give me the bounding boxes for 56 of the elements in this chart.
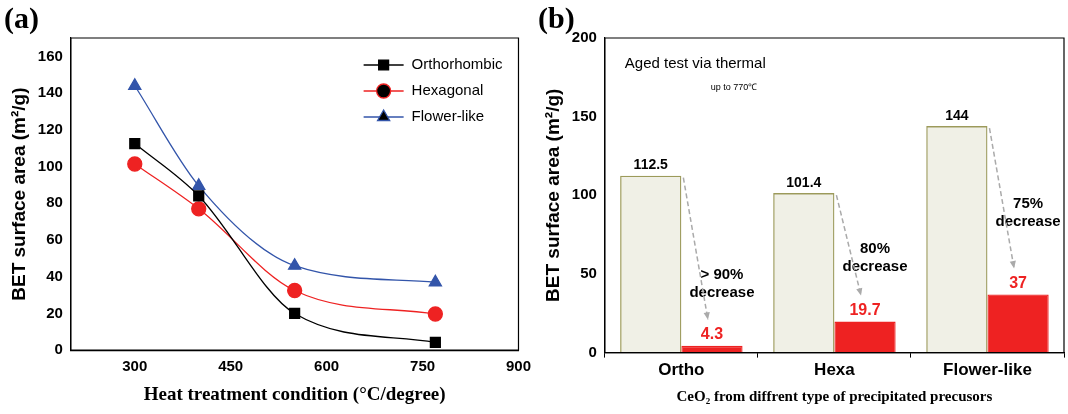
legend-label: Hexagonal [411,81,484,99]
y-tick-label: 100 [37,156,63,174]
data-label: 112.5 [633,156,669,173]
x-tick-label: Ortho [658,360,705,380]
bar [926,126,988,353]
point [428,274,443,287]
y-axis-title: BET surface area (m²/g) [541,88,563,302]
y-tick-label: 20 [46,303,63,321]
y-axis-title: BET surface area (m²/g) [7,87,29,301]
y-tick-label: 160 [37,46,63,64]
chart-title: (a) [4,0,39,35]
annotation: up to 770℃ [710,82,758,92]
bar [773,193,835,353]
x-tick-label: Flower-like [943,360,1032,380]
annotation: Aged test via thermal [624,54,766,71]
y-tick-label: 80 [46,193,63,211]
annotation: > 90% decrease [689,264,755,300]
y-tick-label: 140 [37,83,63,101]
y-tick-label: 120 [37,119,63,137]
point [287,282,303,299]
point [191,201,207,217]
point [128,78,142,90]
legend-label: Orthorhombic [411,55,503,73]
data-label: 101.4 [786,173,822,190]
annotation: 75% decrease [995,193,1061,229]
x-tick-label: 450 [218,357,244,375]
x-tick-label: 300 [122,357,148,375]
data-label: 19.7 [849,301,881,319]
y-tick-label: 0 [588,342,597,360]
y-tick-label: 0 [54,340,63,358]
legend-label: Flower-like [411,107,485,125]
point [129,138,141,150]
data-label: 4.3 [700,325,724,343]
y-tick-label: 50 [580,264,597,282]
point [427,306,443,322]
x-tick-label: Hexa [814,360,856,380]
point [193,190,205,202]
x-axis-title: Heat treatment condition (°C/degree) [143,382,446,405]
point [429,336,441,348]
x-tick-label: 900 [505,357,531,375]
y-tick-label: 60 [46,230,63,248]
point [192,178,206,190]
data-label: 144 [945,106,969,123]
point [127,156,143,172]
data-label: 37 [1009,273,1028,291]
y-tick-label: 150 [571,106,597,124]
point [287,258,302,270]
y-tick-label: 100 [571,185,597,203]
point [289,307,301,320]
y-tick-label: 200 [571,28,597,46]
y-tick-label: 40 [46,266,63,284]
x-axis-title: CeO₂ from diffrent type of precipitated precusors [676,387,993,404]
x-tick-label: 600 [314,357,340,375]
annotation: 80% decrease [842,239,908,275]
bar [620,175,682,353]
x-tick-label: 750 [410,357,436,375]
